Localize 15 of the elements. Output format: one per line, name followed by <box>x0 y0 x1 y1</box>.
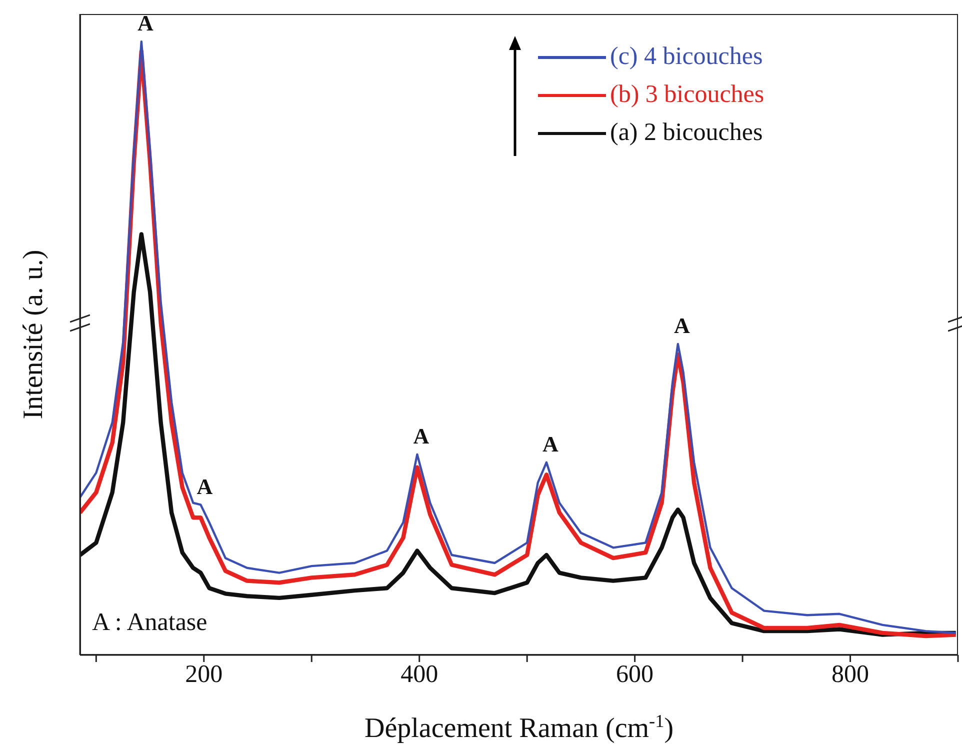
annotation: A <box>196 474 213 499</box>
legend-label: (b) 3 bicouches <box>610 81 764 109</box>
annotation: A : Anatase <box>92 609 208 637</box>
x-axis-title: Déplacement Raman (cm$^{-1}$) <box>364 711 674 744</box>
annotation: A <box>137 10 154 36</box>
legend-label: (a) 2 bicouches <box>610 119 763 147</box>
x-tick-label: 400 <box>400 660 438 688</box>
legend-label: (c) 4 bicouches <box>610 43 763 71</box>
y-axis-title: Intensité (a. u.) <box>18 250 49 420</box>
annotation: A <box>542 431 559 456</box>
annotation: A <box>413 423 430 448</box>
x-tick-label: 800 <box>832 660 870 688</box>
x-tick-label: 600 <box>616 660 654 688</box>
x-tick-label: 200 <box>185 660 223 688</box>
annotation: A <box>674 313 690 338</box>
